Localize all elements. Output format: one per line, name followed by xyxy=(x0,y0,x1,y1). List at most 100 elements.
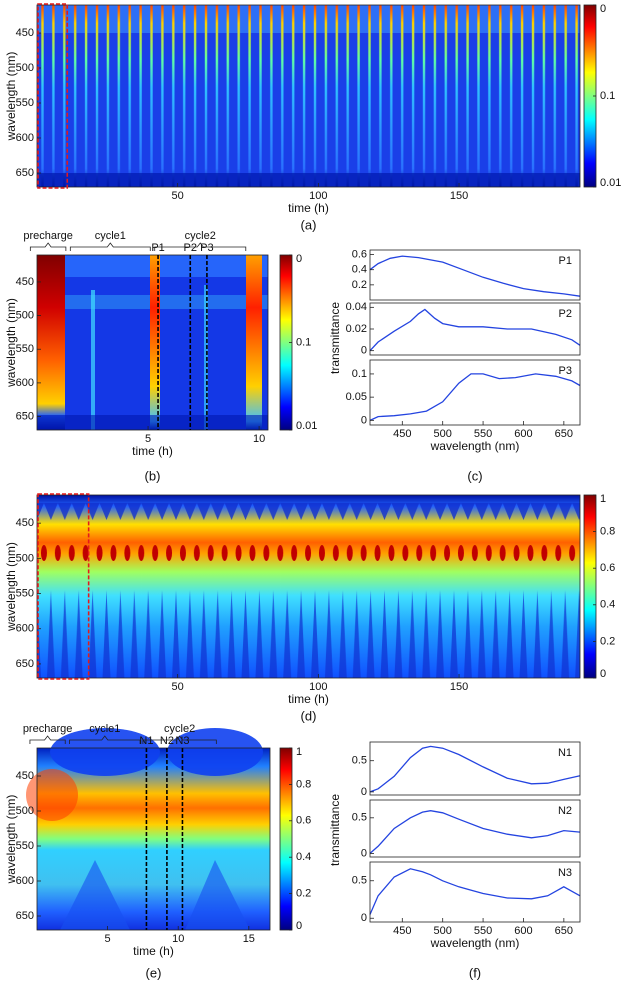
marker-label: N3 xyxy=(175,735,189,747)
highlight-box xyxy=(37,3,69,189)
y-tick-label: 0.05 xyxy=(346,391,367,403)
colorbar-tick-label: 0.2 xyxy=(600,635,615,647)
y-tick-label: 0.02 xyxy=(346,323,367,335)
plot-frame xyxy=(369,861,581,923)
plot-frame xyxy=(369,249,581,301)
plot-frame xyxy=(36,4,581,188)
panel-label: (e) xyxy=(146,965,162,980)
y-tick-label: 450 xyxy=(16,27,34,39)
x-tick-label: 550 xyxy=(474,925,492,937)
spectrum-line xyxy=(369,255,581,297)
colorbar xyxy=(279,747,293,931)
marker-label: P1 xyxy=(151,242,164,254)
plot-frame xyxy=(369,302,581,356)
curve-label: P2 xyxy=(559,308,572,320)
x-tick-label: 500 xyxy=(434,925,452,937)
y-axis-label: transmittance xyxy=(328,794,342,866)
y-tick-label: 500 xyxy=(16,552,34,564)
y-tick-label: 550 xyxy=(16,343,34,355)
plot-frame xyxy=(369,741,581,796)
y-tick-label: 650 xyxy=(16,910,34,922)
panel-label: (d) xyxy=(301,708,317,723)
x-tick-label: 150 xyxy=(450,681,468,693)
y-tick-label: 500 xyxy=(16,62,34,74)
y-tick-label: 650 xyxy=(16,658,34,670)
y-tick-label: 0 xyxy=(361,786,367,798)
y-tick-label: 0 xyxy=(361,414,367,426)
y-tick-label: 0.4 xyxy=(352,264,367,276)
x-axis-label: wavelength (nm) xyxy=(430,936,520,950)
x-tick-label: 5 xyxy=(145,433,151,445)
y-tick-label: 500 xyxy=(16,805,34,817)
y-tick-label: 550 xyxy=(16,97,34,109)
y-axis-label: wavelength (nm) xyxy=(4,795,18,885)
x-tick-label: 450 xyxy=(393,925,411,937)
cycle-label: cycle1 xyxy=(89,723,120,735)
colorbar-tick-label: 0 xyxy=(296,253,302,265)
y-axis-label: wavelength (nm) xyxy=(4,52,18,142)
panel-label: (c) xyxy=(467,468,482,483)
cycle-label: cycle2 xyxy=(164,723,195,735)
cycle-bracket xyxy=(69,735,141,744)
x-axis-label: time (h) xyxy=(288,201,329,215)
cycle-bracket xyxy=(69,242,151,251)
colorbar-tick-label: 0.6 xyxy=(600,562,615,574)
plot-frame xyxy=(36,254,269,431)
cycle-label: precharge xyxy=(23,230,73,242)
x-tick-label: 650 xyxy=(555,428,573,440)
colorbar-tick-label: 0.8 xyxy=(600,526,615,538)
marker-label: P3 xyxy=(200,242,213,254)
panel-label: (a) xyxy=(301,217,317,232)
x-tick-label: 50 xyxy=(172,681,184,693)
y-tick-label: 650 xyxy=(16,410,34,422)
x-tick-label: 450 xyxy=(393,428,411,440)
x-tick-label: 500 xyxy=(434,428,452,440)
curve-label: P1 xyxy=(559,255,572,267)
y-tick-label: 0.04 xyxy=(346,301,367,313)
y-tick-label: 0 xyxy=(361,912,367,924)
cycle-bracket xyxy=(154,242,247,251)
spectrum-line xyxy=(369,868,581,915)
x-tick-label: 600 xyxy=(514,925,532,937)
x-tick-label: 5 xyxy=(105,933,111,945)
colorbar-tick-label: 0 xyxy=(600,668,606,680)
y-tick-label: 0 xyxy=(361,847,367,859)
y-tick-label: 0 xyxy=(361,345,367,357)
cycle-bracket xyxy=(142,735,217,744)
y-tick-label: 450 xyxy=(16,517,34,529)
colorbar-tick-label: 1 xyxy=(600,493,606,505)
x-tick-label: 10 xyxy=(172,933,184,945)
marker-label: N2 xyxy=(160,735,174,747)
x-tick-label: 100 xyxy=(309,681,327,693)
x-axis-label: time (h) xyxy=(133,944,174,958)
y-tick-label: 600 xyxy=(16,377,34,389)
colorbar-tick-label: 0.4 xyxy=(600,599,615,611)
curve-label: N3 xyxy=(558,867,572,879)
x-tick-label: 150 xyxy=(450,190,468,202)
cycle-label: cycle1 xyxy=(95,230,126,242)
colorbar-tick-label: 0.1 xyxy=(296,336,311,348)
x-tick-label: 600 xyxy=(514,428,532,440)
heatmap-image-b xyxy=(37,255,268,430)
x-axis-label: time (h) xyxy=(288,692,329,706)
x-tick-label: 10 xyxy=(253,433,265,445)
curve-label: N1 xyxy=(558,747,572,759)
cycle-label: cycle2 xyxy=(185,230,216,242)
colorbar-tick-label: 0.6 xyxy=(296,815,311,827)
plot-frame xyxy=(36,494,581,679)
y-tick-label: 600 xyxy=(16,623,34,635)
x-axis-label: wavelength (nm) xyxy=(430,439,520,453)
colorbar-tick-label: 0.2 xyxy=(296,888,311,900)
cycle-label: precharge xyxy=(23,723,73,735)
plot-frame xyxy=(369,799,581,858)
marker-label: P2 xyxy=(184,242,197,254)
y-axis-label: transmittance xyxy=(328,302,342,374)
y-tick-label: 0.5 xyxy=(352,755,367,767)
marker-label: N1 xyxy=(139,735,153,747)
y-tick-label: 600 xyxy=(16,132,34,144)
y-tick-label: 450 xyxy=(16,276,34,288)
y-tick-label: 550 xyxy=(16,840,34,852)
x-tick-label: 50 xyxy=(172,190,184,202)
y-tick-label: 550 xyxy=(16,587,34,599)
